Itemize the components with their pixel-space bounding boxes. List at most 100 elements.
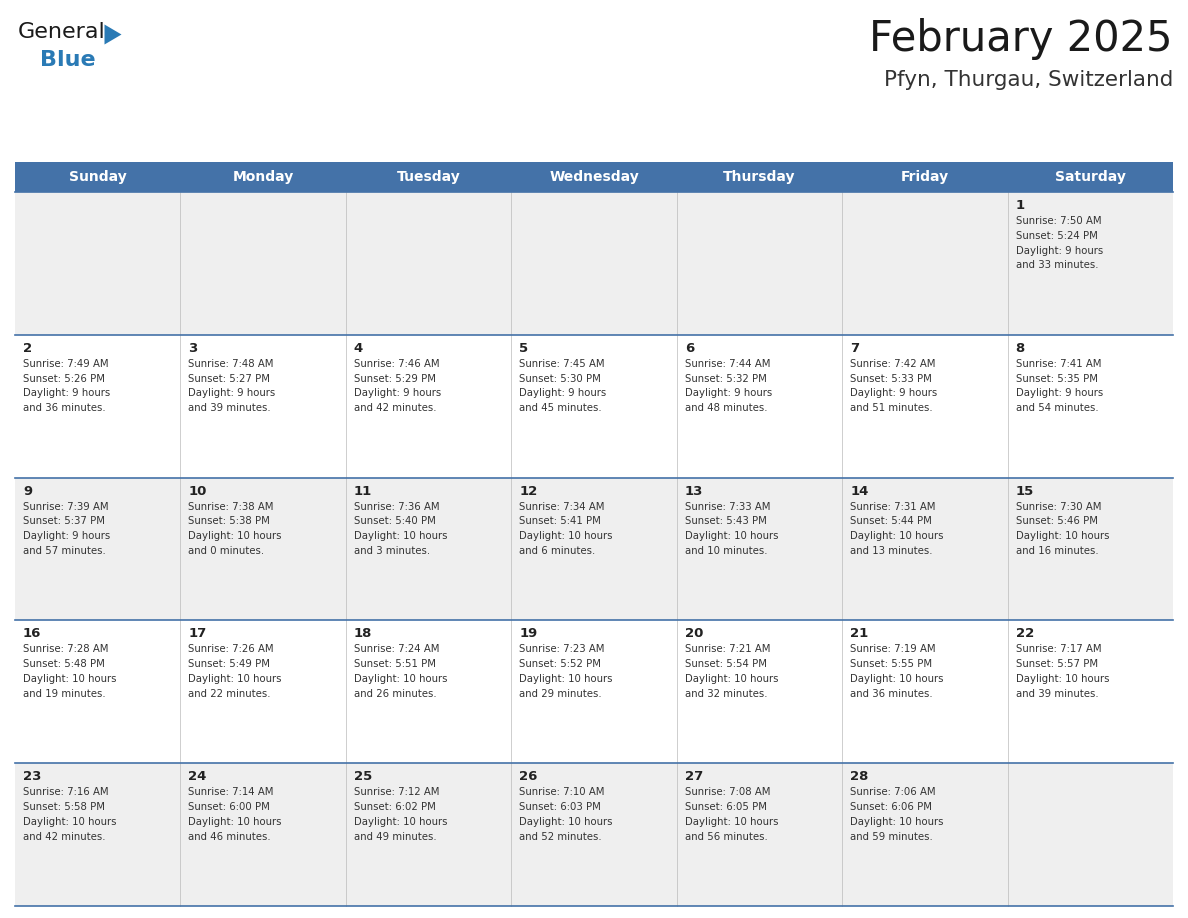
Text: Daylight: 10 hours: Daylight: 10 hours (189, 817, 282, 827)
Text: Sunrise: 7:50 AM: Sunrise: 7:50 AM (1016, 216, 1101, 226)
Text: Daylight: 10 hours: Daylight: 10 hours (851, 817, 943, 827)
Text: Sunset: 6:00 PM: Sunset: 6:00 PM (189, 802, 271, 812)
Text: 21: 21 (851, 627, 868, 641)
Text: Sunrise: 7:41 AM: Sunrise: 7:41 AM (1016, 359, 1101, 369)
Text: and 22 minutes.: and 22 minutes. (189, 688, 271, 699)
Text: Sunset: 5:41 PM: Sunset: 5:41 PM (519, 517, 601, 526)
Text: 24: 24 (189, 770, 207, 783)
Text: 3: 3 (189, 341, 197, 354)
Bar (15, 763, 1173, 906)
Text: Daylight: 10 hours: Daylight: 10 hours (684, 817, 778, 827)
Text: 20: 20 (684, 627, 703, 641)
Text: 22: 22 (1016, 627, 1034, 641)
Text: Tuesday: Tuesday (397, 170, 461, 184)
Text: Sunrise: 7:16 AM: Sunrise: 7:16 AM (23, 788, 108, 797)
Text: Sunday: Sunday (69, 170, 127, 184)
Text: Sunrise: 7:19 AM: Sunrise: 7:19 AM (851, 644, 936, 655)
Text: Sunset: 6:03 PM: Sunset: 6:03 PM (519, 802, 601, 812)
Text: Sunset: 5:40 PM: Sunset: 5:40 PM (354, 517, 436, 526)
Text: Sunrise: 7:44 AM: Sunrise: 7:44 AM (684, 359, 770, 369)
Text: 12: 12 (519, 485, 537, 498)
Text: 14: 14 (851, 485, 868, 498)
Text: 8: 8 (1016, 341, 1025, 354)
Text: Pfyn, Thurgau, Switzerland: Pfyn, Thurgau, Switzerland (884, 70, 1173, 90)
Text: Daylight: 9 hours: Daylight: 9 hours (1016, 388, 1102, 398)
Text: and 59 minutes.: and 59 minutes. (851, 832, 933, 842)
Text: Sunrise: 7:34 AM: Sunrise: 7:34 AM (519, 501, 605, 511)
Text: and 3 minutes.: and 3 minutes. (354, 546, 430, 556)
Text: Sunset: 5:37 PM: Sunset: 5:37 PM (23, 517, 105, 526)
Text: Daylight: 10 hours: Daylight: 10 hours (1016, 674, 1110, 684)
Text: Sunset: 5:46 PM: Sunset: 5:46 PM (1016, 517, 1098, 526)
Text: Sunrise: 7:10 AM: Sunrise: 7:10 AM (519, 788, 605, 797)
Text: and 10 minutes.: and 10 minutes. (684, 546, 767, 556)
Text: Sunset: 6:02 PM: Sunset: 6:02 PM (354, 802, 436, 812)
Text: 26: 26 (519, 770, 538, 783)
Text: 4: 4 (354, 341, 364, 354)
Text: Daylight: 10 hours: Daylight: 10 hours (189, 674, 282, 684)
Text: Daylight: 10 hours: Daylight: 10 hours (354, 817, 448, 827)
Text: Sunrise: 7:21 AM: Sunrise: 7:21 AM (684, 644, 770, 655)
Text: Daylight: 10 hours: Daylight: 10 hours (354, 532, 448, 542)
Text: and 49 minutes.: and 49 minutes. (354, 832, 436, 842)
Text: Sunset: 5:49 PM: Sunset: 5:49 PM (189, 659, 271, 669)
Text: Sunset: 5:51 PM: Sunset: 5:51 PM (354, 659, 436, 669)
Text: Sunrise: 7:08 AM: Sunrise: 7:08 AM (684, 788, 770, 797)
Text: Sunset: 5:44 PM: Sunset: 5:44 PM (851, 517, 933, 526)
Text: Daylight: 10 hours: Daylight: 10 hours (23, 674, 116, 684)
Text: and 16 minutes.: and 16 minutes. (1016, 546, 1098, 556)
Text: Sunset: 5:55 PM: Sunset: 5:55 PM (851, 659, 933, 669)
Text: and 19 minutes.: and 19 minutes. (23, 688, 106, 699)
Text: Sunrise: 7:42 AM: Sunrise: 7:42 AM (851, 359, 936, 369)
Text: and 39 minutes.: and 39 minutes. (1016, 688, 1098, 699)
Text: 23: 23 (23, 770, 42, 783)
Text: Thursday: Thursday (723, 170, 796, 184)
Text: Sunrise: 7:28 AM: Sunrise: 7:28 AM (23, 644, 108, 655)
Text: Daylight: 9 hours: Daylight: 9 hours (684, 388, 772, 398)
Text: Sunrise: 7:14 AM: Sunrise: 7:14 AM (189, 788, 274, 797)
Text: Daylight: 10 hours: Daylight: 10 hours (851, 532, 943, 542)
Text: Daylight: 10 hours: Daylight: 10 hours (354, 674, 448, 684)
Text: and 33 minutes.: and 33 minutes. (1016, 261, 1098, 271)
Bar (15, 621, 1173, 763)
Text: Sunset: 5:43 PM: Sunset: 5:43 PM (684, 517, 766, 526)
Text: and 42 minutes.: and 42 minutes. (23, 832, 106, 842)
Text: Sunset: 5:32 PM: Sunset: 5:32 PM (684, 374, 766, 384)
Text: 6: 6 (684, 341, 694, 354)
Text: Daylight: 10 hours: Daylight: 10 hours (1016, 532, 1110, 542)
Text: and 48 minutes.: and 48 minutes. (684, 403, 767, 413)
Polygon shape (105, 25, 121, 44)
Text: Wednesday: Wednesday (549, 170, 639, 184)
Text: Daylight: 10 hours: Daylight: 10 hours (23, 817, 116, 827)
Text: 19: 19 (519, 627, 537, 641)
Text: February 2025: February 2025 (870, 18, 1173, 60)
Text: 27: 27 (684, 770, 703, 783)
Text: Daylight: 9 hours: Daylight: 9 hours (23, 532, 110, 542)
Text: 2: 2 (23, 341, 32, 354)
Text: Sunrise: 7:24 AM: Sunrise: 7:24 AM (354, 644, 440, 655)
Text: 7: 7 (851, 341, 859, 354)
Text: 10: 10 (189, 485, 207, 498)
Text: Sunset: 5:35 PM: Sunset: 5:35 PM (1016, 374, 1098, 384)
Text: Sunrise: 7:45 AM: Sunrise: 7:45 AM (519, 359, 605, 369)
Text: Sunrise: 7:36 AM: Sunrise: 7:36 AM (354, 501, 440, 511)
Text: Sunset: 5:24 PM: Sunset: 5:24 PM (1016, 230, 1098, 241)
Text: Sunset: 5:30 PM: Sunset: 5:30 PM (519, 374, 601, 384)
Text: 25: 25 (354, 770, 372, 783)
Text: Sunrise: 7:23 AM: Sunrise: 7:23 AM (519, 644, 605, 655)
Text: Daylight: 10 hours: Daylight: 10 hours (519, 532, 613, 542)
Text: Sunset: 6:06 PM: Sunset: 6:06 PM (851, 802, 933, 812)
Text: Sunset: 5:27 PM: Sunset: 5:27 PM (189, 374, 271, 384)
Text: Sunrise: 7:26 AM: Sunrise: 7:26 AM (189, 644, 274, 655)
Text: Daylight: 9 hours: Daylight: 9 hours (189, 388, 276, 398)
Text: Sunrise: 7:38 AM: Sunrise: 7:38 AM (189, 501, 274, 511)
Text: 15: 15 (1016, 485, 1034, 498)
Text: Sunset: 5:48 PM: Sunset: 5:48 PM (23, 659, 105, 669)
Text: and 39 minutes.: and 39 minutes. (189, 403, 271, 413)
Text: and 6 minutes.: and 6 minutes. (519, 546, 595, 556)
Text: 13: 13 (684, 485, 703, 498)
Text: Sunrise: 7:31 AM: Sunrise: 7:31 AM (851, 501, 936, 511)
Text: Sunset: 6:05 PM: Sunset: 6:05 PM (684, 802, 766, 812)
Text: and 56 minutes.: and 56 minutes. (684, 832, 767, 842)
Text: and 0 minutes.: and 0 minutes. (189, 546, 265, 556)
